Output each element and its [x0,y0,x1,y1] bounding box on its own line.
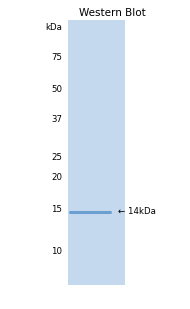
Text: Western Blot: Western Blot [79,8,145,18]
Text: 10: 10 [51,248,62,256]
Text: 20: 20 [51,173,62,183]
Text: ← 14kDa: ← 14kDa [118,208,156,217]
Text: 25: 25 [51,154,62,163]
Text: 75: 75 [51,53,62,61]
Text: 50: 50 [51,86,62,95]
Text: kDa: kDa [45,23,62,32]
Text: 37: 37 [51,116,62,125]
Bar [68,20,125,285]
Text: 15: 15 [51,205,62,214]
